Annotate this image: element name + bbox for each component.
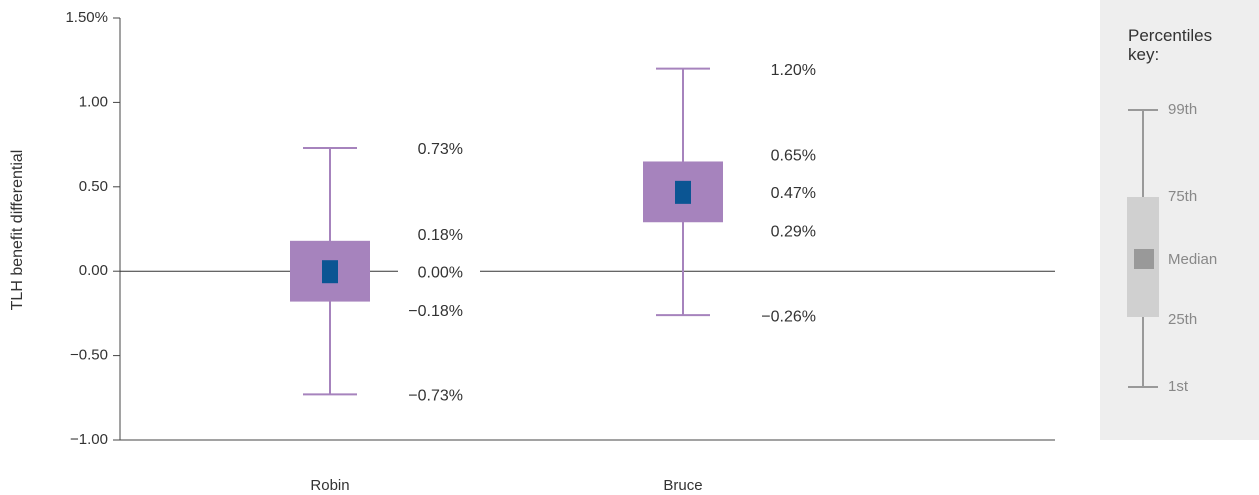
value-label: −0.18% <box>408 303 463 320</box>
value-label: 1.20% <box>771 62 816 79</box>
y-tick-label: −0.50 <box>70 347 108 364</box>
key-label: 75th <box>1168 188 1197 205</box>
median <box>675 180 691 204</box>
y-tick-label: 1.00 <box>79 93 108 110</box>
y-tick-label: 0.50 <box>79 178 108 195</box>
y-tick-label: 0.00 <box>79 262 108 279</box>
value-label: 0.65% <box>771 148 816 165</box>
value-label: 0.29% <box>771 223 816 240</box>
key-panel <box>1100 0 1259 440</box>
y-tick-label: −1.00 <box>70 431 108 448</box>
key-label: Median <box>1168 251 1217 268</box>
value-label: 0.47% <box>771 185 816 202</box>
value-label: 0.73% <box>418 141 463 158</box>
key-median <box>1134 249 1154 269</box>
value-label: −0.26% <box>761 308 816 325</box>
key-title: Percentiles key: <box>1128 26 1213 64</box>
key-label: 1st <box>1168 378 1189 395</box>
y-tick-label: 1.50% <box>65 9 108 26</box>
value-label: 0.00% <box>418 264 463 281</box>
x-tick-label: Robin <box>310 477 349 494</box>
y-axis-label: TLH benefit differential <box>9 150 26 311</box>
x-tick-label: Bruce <box>663 477 702 494</box>
value-label: −0.73% <box>408 388 463 405</box>
key-label: 25th <box>1168 311 1197 328</box>
value-label: 0.18% <box>418 227 463 244</box>
key-label: 99th <box>1168 101 1197 118</box>
median <box>322 260 338 284</box>
